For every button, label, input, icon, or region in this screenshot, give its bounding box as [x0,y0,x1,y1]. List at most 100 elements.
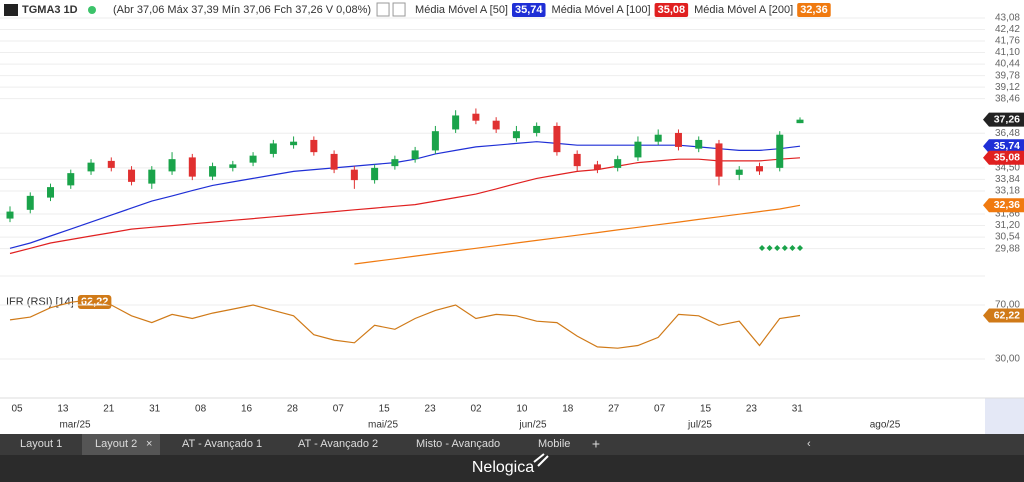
symbol-icon [4,4,18,16]
y-tick-label: 38,46 [995,93,1020,104]
signal-marker [766,245,773,251]
candle-body [512,131,520,139]
candle-body [67,173,75,186]
y-tick-label: 31,86 [995,209,1020,220]
legend-value: 35,74 [515,4,543,16]
x-tick-label: 07 [654,404,666,415]
candle-body [290,141,298,146]
candle-body [269,143,277,154]
rsi-tick-label: 70,00 [995,300,1020,311]
tab[interactable]: AT - Avançado 2 [298,438,378,450]
candle-body [87,162,95,172]
rsi-tick-label: 30,00 [995,354,1020,365]
tab[interactable]: Layout 2 [95,438,137,450]
legend-name: Média Móvel A [50] [415,4,508,16]
candle-body [674,132,682,147]
moving-average [9,141,801,249]
tab[interactable]: Layout 1 [20,438,62,450]
candle-body [310,139,318,153]
x-tick-label: 05 [11,404,23,415]
y-tick-label: 30,54 [995,232,1020,243]
tab-close[interactable]: × [146,438,152,450]
month-label: mar/25 [59,420,91,431]
y-tick-label: 33,18 [995,186,1020,197]
ma-tag-bg [983,198,1024,213]
x-tick-label: 15 [379,404,391,415]
ma-tag-bg [983,150,1024,165]
candle-body [614,159,622,168]
y-tick-label: 43,08 [995,13,1020,24]
x-tick-label: 10 [516,404,528,415]
candle-body [107,160,115,168]
moving-average [9,157,801,255]
candle-body [553,125,561,153]
y-tick-label: 36,48 [995,128,1020,139]
candle-body [229,164,237,168]
candle-body [411,150,419,160]
candle-body [128,169,136,182]
brand: Nelogica [472,459,534,476]
moving-average [354,204,801,265]
ohlc-summary: (Abr 37,06 Máx 37,39 Mín 37,06 Fch 37,26… [113,4,371,16]
candle-body [776,134,784,168]
y-tick-label: 34,50 [995,163,1020,174]
add-tab[interactable]: + [592,436,600,452]
legend-name: Média Móvel A [100] [552,4,651,16]
month-label: ago/25 [870,420,901,431]
candle-body [593,164,601,170]
month-label: jun/25 [518,420,547,431]
legend-name: Média Móvel A [200] [694,4,793,16]
candle-body [391,159,399,167]
rsi-name: IFR (RSI) [14] [6,296,74,308]
x-tick-label: 31 [149,404,161,415]
candle-body [573,153,581,167]
y-tick-label: 41,76 [995,36,1020,47]
tab[interactable]: AT - Avançado 1 [182,438,262,450]
y-tick-label: 29,88 [995,243,1020,254]
header-button[interactable] [376,2,390,17]
x-tick-label: 27 [608,404,620,415]
scroll-left[interactable]: ‹ [807,438,811,450]
candle-body [330,153,338,170]
candle-body [148,169,156,184]
candle-body [6,211,14,219]
y-tick-label: 41,10 [995,47,1020,58]
x-tick-label: 28 [287,404,299,415]
candle-body [796,119,804,124]
x-tick-label: 31 [792,404,804,415]
corner-box [985,398,1024,434]
legend-badge [797,3,831,17]
y-tick-label: 42,42 [995,24,1020,35]
symbol: TGMA3 1D [22,4,78,16]
candle-body [533,125,541,133]
candle-body [249,155,257,163]
x-tick-label: 18 [562,404,574,415]
active-tab [82,434,160,455]
rsi-tag-bg [983,308,1024,323]
tab[interactable]: Mobile [538,438,570,450]
x-tick-label: 13 [57,404,69,415]
x-tick-label: 07 [333,404,345,415]
legend-value: 35,08 [658,4,686,16]
candle-body [755,166,763,172]
candle-body [735,169,743,175]
candle-body [472,113,480,121]
month-label: mai/25 [368,420,398,431]
candle-body [452,115,460,130]
x-tick-label: 02 [470,404,482,415]
header-button[interactable] [392,2,406,17]
candle-body [47,187,55,198]
candle-body [350,169,358,181]
candle-body [209,166,217,177]
rsi-value: 62,22 [81,296,109,308]
y-tick-label: 31,20 [995,220,1020,231]
candle-body [695,139,703,149]
ma-tag: 35,74 [994,140,1020,152]
x-tick-label: 23 [425,404,437,415]
legend-badge [654,3,689,17]
x-tick-label: 21 [103,404,115,415]
tab[interactable]: Misto - Avançado [416,438,500,450]
ma-tag: 35,08 [994,152,1020,164]
